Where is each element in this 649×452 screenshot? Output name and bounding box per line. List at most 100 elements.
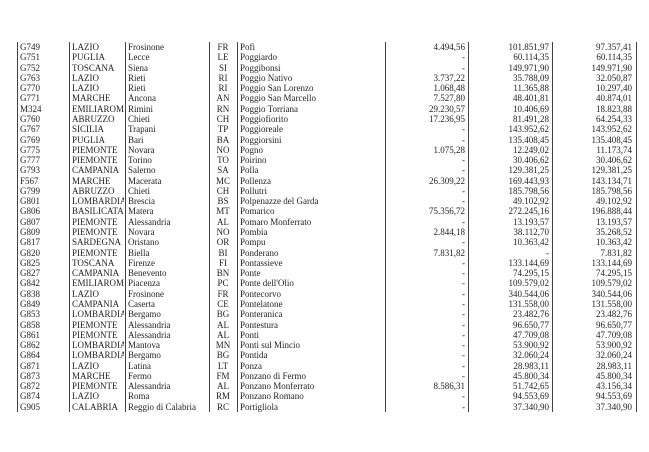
cell-sigla: MC (215, 175, 230, 186)
table-row: G842 EMILIAROMA Piacenza PC Ponte dell'Olio -… (0, 278, 649, 290)
cell-sigla: NO (216, 144, 230, 155)
cell-v2: 28.983,11 (513, 360, 549, 371)
table-row: G751 PUGLIA Lecce LE Poggiardo - 60.114,35 60.1… (0, 52, 649, 64)
cell-sigla: BA (216, 134, 230, 145)
cell-comune: Pogno (240, 144, 264, 155)
cell-region: LAZIO (72, 42, 99, 52)
cell-v3: 45.800,34 (596, 370, 632, 381)
cell-province: Firenze (128, 257, 155, 268)
cell-v1: - (462, 309, 465, 320)
cell-v3: 28.983,11 (596, 360, 632, 371)
cell-sigla: MT (216, 206, 230, 217)
cell-v1: - (462, 155, 465, 166)
cell-code: G853 (20, 309, 40, 320)
cell-v2: 10.363,42 (513, 237, 549, 248)
cell-comune: Pofi (240, 42, 256, 52)
cell-v3: 13.193,57 (596, 216, 632, 227)
cell-code: G872 (20, 381, 40, 392)
cell-v1: - (462, 165, 465, 176)
cell-v3: 74.295,15 (596, 268, 632, 279)
cell-v3: 196.888,44 (591, 206, 633, 217)
cell-region: MARCHE (72, 175, 111, 186)
cell-comune: Ponderano (240, 247, 279, 258)
cell-v1: 29.230,57 (429, 103, 465, 114)
cell-sigla: CH (216, 113, 230, 124)
cell-region: LAZIO (72, 360, 99, 371)
cell-v2: 13.193,57 (513, 216, 549, 227)
cell-comune: Pompu (240, 237, 266, 248)
cell-comune: Poirino (240, 155, 267, 166)
cell-v3: 143.134,71 (591, 175, 633, 186)
cell-region: CAMPANIA (72, 165, 120, 176)
cell-sigla: BS (217, 196, 229, 207)
cell-code: G849 (20, 298, 40, 309)
column-divider (125, 42, 126, 412)
cell-province: Trapani (128, 124, 156, 135)
cell-province: Siena (128, 62, 148, 73)
cell-v1: - (462, 124, 465, 135)
cell-v3: 60.114,35 (596, 52, 632, 63)
table-row: G807 PIEMONTE Alessandria AL Pomaro Monferra… (0, 217, 649, 229)
cell-province: Chieti (128, 113, 150, 124)
cell-region: LAZIO (72, 391, 99, 402)
table-row: G760 ABRUZZO Chieti CH Poggiofiorito 17.236,9… (0, 114, 649, 126)
cell-sigla: AL (217, 381, 229, 392)
cell-v2: 149.971,90 (508, 62, 550, 73)
cell-province: Lecce (128, 52, 150, 63)
cell-v3: 129.381,25 (591, 165, 633, 176)
table-row: G861 PIEMONTE Alessandria AL Ponti - 47.709,08… (0, 330, 649, 342)
cell-region: CAMPANIA (72, 268, 120, 279)
cell-v2: 129.381,25 (508, 165, 550, 176)
cell-region: EMILIAROMA (72, 278, 124, 289)
cell-v2: 143.952,62 (508, 124, 550, 135)
cell-region: TOSCANA (72, 257, 115, 268)
table-row: G817 SARDEGNA Oristano OR Pompu - 10.363,42 10.… (0, 237, 649, 249)
table-row: G849 CAMPANIA Caserta CE Pontelatone - 131.558… (0, 299, 649, 311)
cell-sigla: FR (217, 288, 229, 299)
cell-v1: - (462, 257, 465, 268)
cell-province: Roma (128, 391, 150, 402)
cell-v3: 143.952,62 (591, 124, 633, 135)
cell-sigla: OR (216, 237, 230, 248)
cell-region: LAZIO (72, 83, 99, 94)
cell-v2: 23.482,76 (513, 309, 549, 320)
cell-v3: 131.558,00 (591, 298, 633, 309)
cell-sigla: FM (216, 370, 230, 381)
cell-v2: 49.102,92 (513, 196, 549, 207)
cell-region: MARCHE (72, 370, 111, 381)
cell-code: G751 (20, 52, 40, 63)
table-row: G767 SICILIA Trapani TP Poggioreale - 143.952,… (0, 124, 649, 136)
cell-comune: Ponte (240, 268, 261, 279)
cell-sigla: SI (218, 62, 227, 73)
cell-comune: Pontassieve (240, 257, 283, 268)
table-row: G771 MARCHE Ancona AN Poggio San Marcello 7.5… (0, 93, 649, 105)
table-row: G749 LAZIO Frosinone FR Pofi 4.494,56 101.851,… (0, 42, 649, 54)
cell-comune: Pollenza (240, 175, 271, 186)
cell-code: G825 (20, 257, 40, 268)
cell-v2: 185.798,56 (508, 185, 550, 196)
cell-code: G842 (20, 278, 40, 289)
cell-code: G871 (20, 360, 40, 371)
cell-v1: 8.586,31 (433, 381, 466, 392)
cell-province: Novara (128, 144, 155, 155)
cell-v1: - (462, 196, 465, 207)
cell-province: Bari (128, 134, 144, 145)
cell-comune: Pontecorvo (240, 288, 281, 299)
cell-province: Bergamo (128, 350, 161, 361)
cell-v2: 11.365,88 (513, 83, 549, 94)
cell-sigla: CE (217, 298, 229, 309)
cell-comune: Pollutri (240, 185, 268, 196)
cell-v1: - (462, 134, 465, 145)
cell-region: PIEMONTE (72, 216, 118, 227)
cell-region: SARDEGNA (72, 237, 122, 248)
cell-sigla: BN (216, 268, 230, 279)
cell-v3: 97.357,41 (596, 42, 632, 52)
column-divider (636, 42, 637, 412)
cell-v3: 7.831,82 (600, 247, 633, 258)
cell-region: BASILICATA (72, 206, 124, 217)
cell-v2: 96.650,77 (513, 319, 549, 330)
cell-comune: Ponza (240, 360, 262, 371)
cell-code: G809 (20, 227, 40, 237)
cell-comune: Portigliola (240, 401, 278, 412)
cell-v2: 169.443,93 (508, 175, 550, 186)
